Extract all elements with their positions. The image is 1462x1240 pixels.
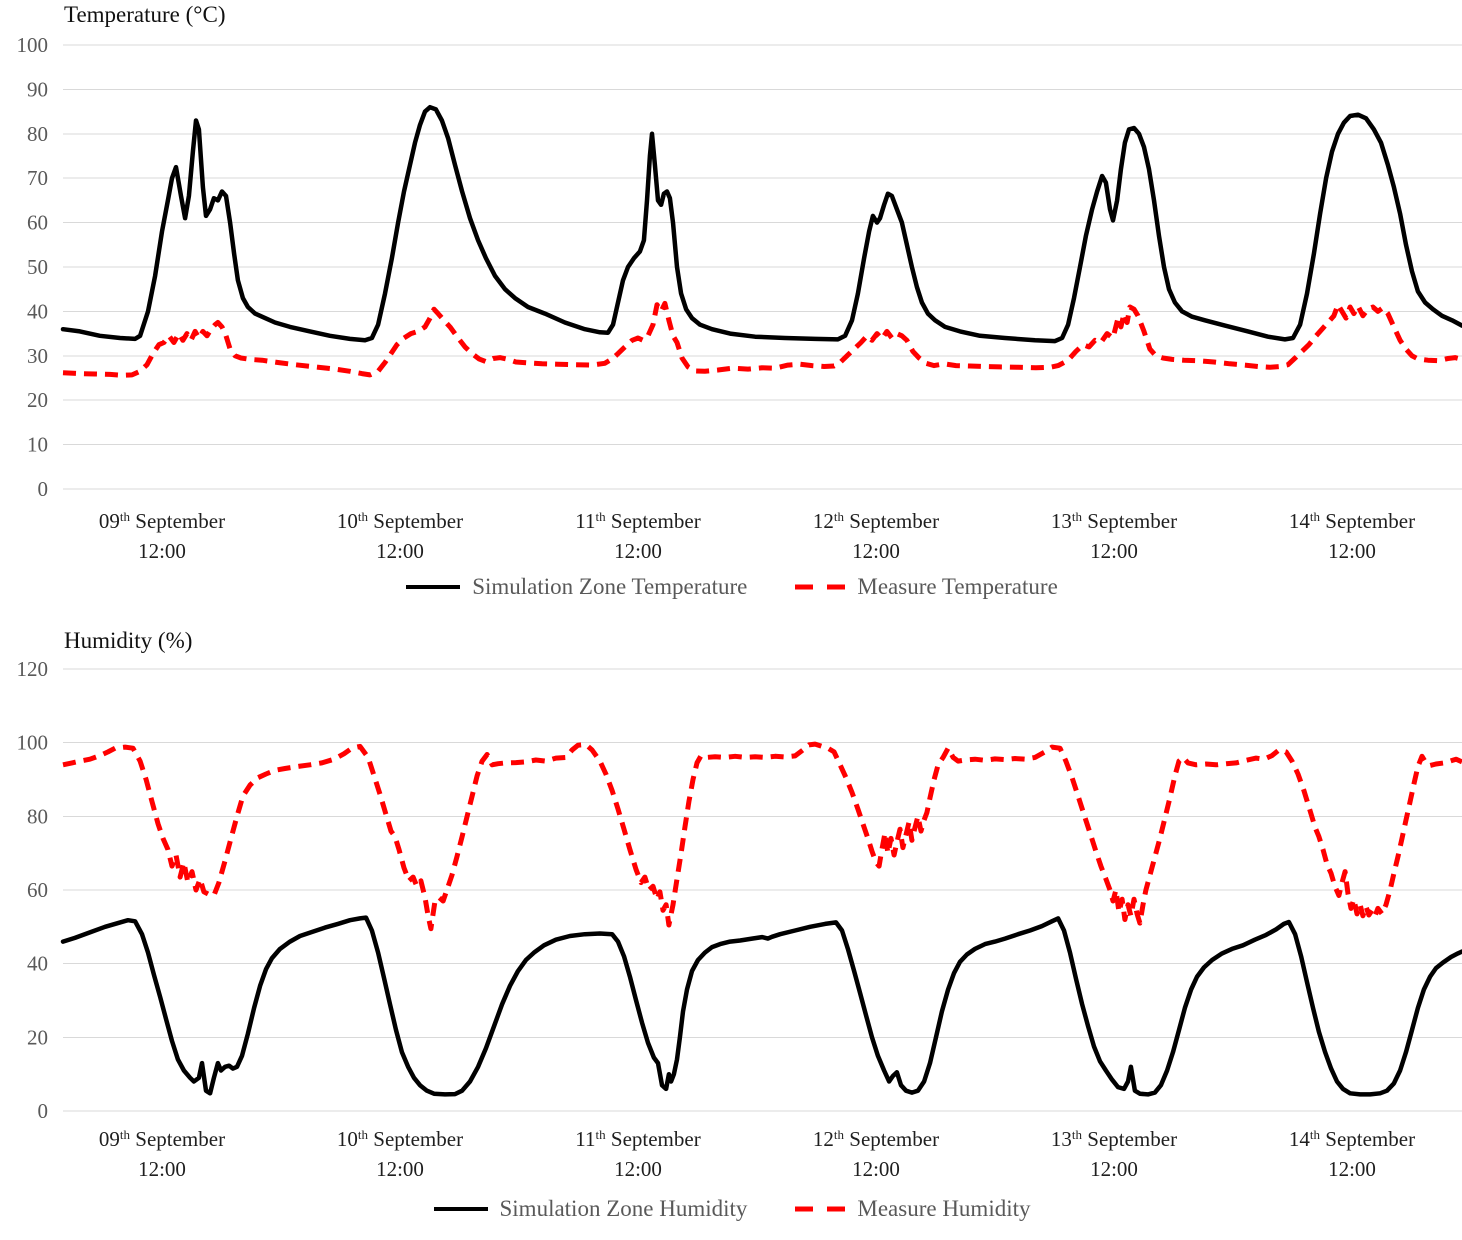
svg-text:12th September: 12th September (813, 1127, 939, 1151)
svg-text:90: 90 (27, 77, 48, 101)
svg-text:12:00: 12:00 (1328, 539, 1376, 563)
svg-text:70: 70 (27, 166, 48, 190)
legend-item-measure-humidity: Measure Humidity (793, 1196, 1031, 1222)
svg-text:100: 100 (17, 731, 49, 755)
svg-text:12th September: 12th September (813, 509, 939, 533)
svg-text:12:00: 12:00 (1090, 539, 1138, 563)
legend-item-simulation-temperature: Simulation Zone Temperature (404, 574, 747, 600)
svg-text:10th September: 10th September (337, 1127, 463, 1151)
svg-text:10: 10 (27, 433, 48, 457)
svg-text:60: 60 (27, 211, 48, 235)
legend-label-simulation-humidity: Simulation Zone Humidity (499, 1196, 748, 1221)
svg-text:80: 80 (27, 804, 48, 828)
solid-line-sample-icon (406, 585, 461, 589)
svg-text:11th September: 11th September (575, 509, 700, 533)
legend-label-simulation-temperature: Simulation Zone Temperature (472, 574, 748, 599)
svg-text:14th September: 14th September (1289, 509, 1415, 533)
temperature-chart-title: Temperature (°C) (64, 2, 226, 27)
legend-label-measure-humidity: Measure Humidity (857, 1196, 1031, 1221)
svg-text:60: 60 (27, 878, 48, 902)
svg-text:12:00: 12:00 (614, 539, 662, 563)
svg-text:0: 0 (38, 1099, 49, 1123)
svg-text:13th September: 13th September (1051, 1127, 1177, 1151)
dashed-line-sample-icon (795, 1206, 846, 1212)
humidity-chart-title: Humidity (%) (64, 628, 193, 653)
svg-text:120: 120 (17, 657, 49, 681)
svg-text:12:00: 12:00 (1328, 1157, 1376, 1181)
humidity-legend: Simulation Zone Humidity Measure Humidit… (0, 1196, 1462, 1222)
svg-text:12:00: 12:00 (376, 539, 424, 563)
svg-text:09th September: 09th September (99, 509, 225, 533)
temperature-legend: Simulation Zone Temperature Measure Temp… (0, 574, 1462, 600)
svg-text:13th September: 13th September (1051, 509, 1177, 533)
svg-text:09th September: 09th September (99, 1127, 225, 1151)
legend-item-simulation-humidity: Simulation Zone Humidity (432, 1196, 748, 1222)
svg-text:12:00: 12:00 (852, 539, 900, 563)
svg-text:10th September: 10th September (337, 509, 463, 533)
legend-label-measure-temperature: Measure Temperature (857, 574, 1058, 599)
svg-text:12:00: 12:00 (614, 1157, 662, 1181)
svg-text:12:00: 12:00 (1090, 1157, 1138, 1181)
svg-text:80: 80 (27, 122, 48, 146)
svg-text:11th September: 11th September (575, 1127, 700, 1151)
svg-text:20: 20 (27, 1025, 48, 1049)
svg-text:30: 30 (27, 344, 48, 368)
svg-text:0: 0 (38, 477, 49, 501)
svg-text:20: 20 (27, 388, 48, 412)
svg-text:50: 50 (27, 255, 48, 279)
svg-text:40: 40 (27, 952, 48, 976)
dashed-line-sample-icon (795, 584, 846, 590)
svg-text:12:00: 12:00 (138, 1157, 186, 1181)
svg-text:14th September: 14th September (1289, 1127, 1415, 1151)
svg-text:40: 40 (27, 299, 48, 323)
svg-text:12:00: 12:00 (138, 539, 186, 563)
legend-item-measure-temperature: Measure Temperature (793, 574, 1058, 600)
svg-text:12:00: 12:00 (376, 1157, 424, 1181)
solid-line-sample-icon (433, 1207, 488, 1211)
svg-text:100: 100 (17, 33, 49, 57)
svg-text:12:00: 12:00 (852, 1157, 900, 1181)
